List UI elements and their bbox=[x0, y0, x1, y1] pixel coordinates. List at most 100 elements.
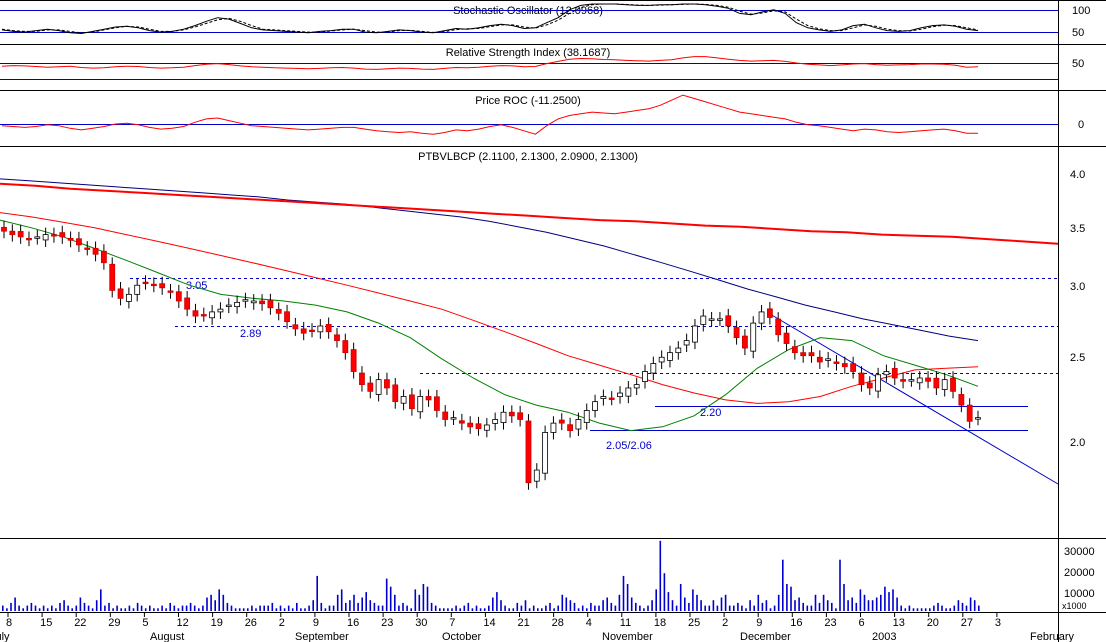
volume-bar bbox=[426, 586, 429, 611]
candle bbox=[766, 301, 773, 325]
candle bbox=[483, 418, 490, 438]
volume-bar bbox=[153, 608, 155, 611]
volume-bar bbox=[206, 597, 208, 611]
volume-bar bbox=[757, 594, 760, 611]
volume-bar bbox=[439, 608, 441, 611]
candle bbox=[542, 425, 549, 481]
volume-bar bbox=[957, 600, 960, 611]
volume-bar bbox=[365, 592, 367, 611]
volume-bar bbox=[708, 605, 711, 611]
candle bbox=[900, 372, 906, 389]
candle bbox=[225, 298, 232, 314]
volume-bar bbox=[822, 594, 825, 611]
volume-bar bbox=[549, 602, 551, 611]
x-tick-label: 21 bbox=[518, 617, 530, 629]
volume-bar bbox=[565, 597, 568, 611]
volume-bar bbox=[79, 597, 82, 611]
volume-bar bbox=[169, 602, 171, 611]
volume-bar bbox=[953, 605, 956, 611]
volume-bar bbox=[6, 608, 8, 611]
candle bbox=[292, 317, 299, 336]
candle bbox=[933, 371, 940, 395]
volume-bar bbox=[826, 600, 829, 611]
volume-bar bbox=[422, 584, 425, 611]
indicator-reference-lines bbox=[0, 10, 1058, 125]
candle bbox=[134, 278, 141, 302]
volume-bar bbox=[880, 594, 882, 611]
candle bbox=[966, 398, 973, 429]
x-tick-label: 5 bbox=[142, 617, 148, 629]
volume-bar bbox=[373, 602, 376, 611]
volume-bar bbox=[773, 605, 776, 611]
candle bbox=[758, 305, 765, 331]
volume-bar bbox=[561, 594, 564, 611]
candle bbox=[675, 341, 682, 360]
volume-bar bbox=[173, 605, 176, 611]
volume-bar bbox=[545, 605, 547, 611]
candle bbox=[775, 312, 782, 342]
volume-bar bbox=[794, 600, 796, 611]
candle bbox=[692, 319, 698, 350]
volume-bar bbox=[385, 578, 388, 611]
volume-bar bbox=[140, 605, 143, 611]
volume-bar bbox=[626, 584, 629, 611]
candle bbox=[883, 364, 890, 382]
volume-bar bbox=[18, 605, 20, 611]
candle bbox=[533, 463, 540, 489]
candle bbox=[875, 367, 882, 399]
volume-bar bbox=[349, 600, 351, 611]
volume-bar bbox=[157, 608, 159, 611]
volume-bar bbox=[863, 594, 866, 611]
volume-bar bbox=[655, 589, 657, 611]
volume-bar bbox=[790, 586, 792, 611]
x-tick-label: 9 bbox=[313, 617, 319, 629]
volume-bar bbox=[296, 602, 298, 611]
annotation-289: 2.89 bbox=[240, 328, 261, 340]
candle bbox=[325, 317, 332, 339]
price-axis-2-0: 2.0 bbox=[1070, 437, 1085, 449]
volume-bar bbox=[488, 605, 490, 611]
volume-bar bbox=[193, 605, 196, 611]
candle bbox=[841, 356, 848, 374]
moving-averages-layer bbox=[0, 178, 1059, 432]
rsi-axis-50: 50 bbox=[1072, 58, 1084, 70]
x-tick-label: 9 bbox=[756, 617, 762, 629]
x-month-label: September bbox=[295, 631, 349, 642]
x-tick-label: 30 bbox=[415, 617, 427, 629]
rsi-line-0 bbox=[1, 56, 979, 70]
volume-bar bbox=[851, 597, 853, 611]
volume-bar bbox=[483, 608, 486, 611]
volume-bar bbox=[896, 597, 898, 611]
volume-bar bbox=[806, 605, 809, 611]
volume-bar bbox=[839, 559, 841, 611]
candle bbox=[558, 413, 565, 431]
volume-bar bbox=[402, 602, 404, 611]
volume-bar bbox=[871, 600, 874, 611]
candle bbox=[783, 326, 790, 351]
volume-bar bbox=[643, 608, 645, 611]
candle bbox=[658, 350, 665, 370]
x-tick-label: 22 bbox=[74, 617, 86, 629]
volume-bar bbox=[741, 605, 743, 611]
candle bbox=[683, 333, 690, 353]
candle bbox=[76, 231, 82, 252]
candle bbox=[51, 227, 57, 243]
candle bbox=[908, 372, 915, 387]
volume-bar bbox=[933, 605, 935, 611]
volume-bar bbox=[675, 605, 678, 611]
candle bbox=[567, 417, 573, 438]
volume-bar bbox=[577, 608, 580, 611]
volume-bar bbox=[434, 605, 437, 611]
volume-bar bbox=[704, 605, 706, 611]
volume-bar bbox=[867, 600, 870, 611]
volume-bar bbox=[769, 608, 772, 611]
candle bbox=[600, 389, 607, 406]
volume-bar bbox=[786, 584, 788, 611]
candle bbox=[625, 381, 632, 404]
candle bbox=[633, 377, 640, 395]
x-tick-label: 16 bbox=[790, 617, 802, 629]
candle bbox=[791, 339, 798, 360]
volume-bar bbox=[659, 540, 662, 611]
volume-bar bbox=[238, 608, 241, 611]
candle bbox=[159, 276, 166, 295]
